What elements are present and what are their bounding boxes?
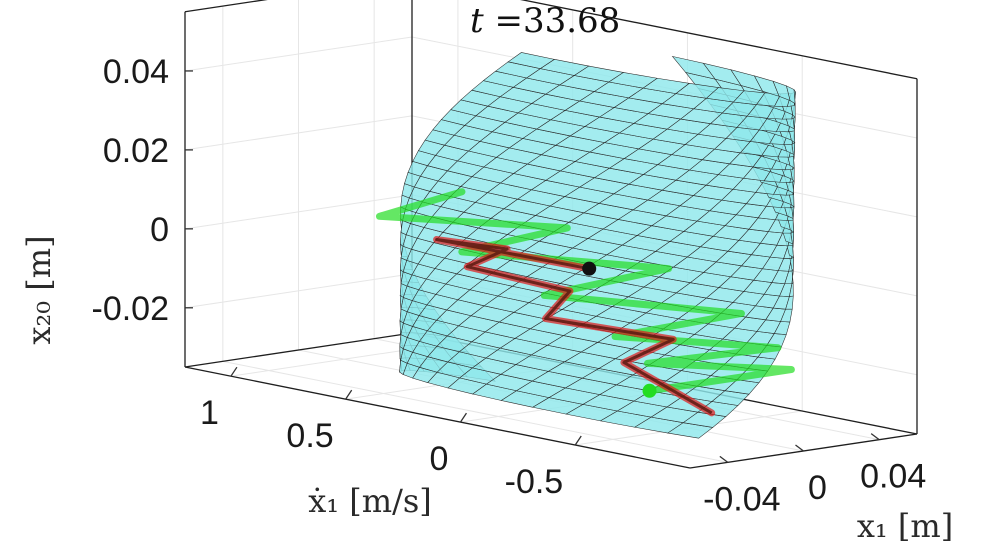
axis-edge xyxy=(184,366,691,469)
z-axis-label: x₂₀ [m] xyxy=(20,235,58,344)
x-axis-label: x₁ [m] xyxy=(857,507,953,545)
y-tick-mark xyxy=(459,412,467,423)
y-tick-mark xyxy=(574,435,582,446)
trajectory-0 xyxy=(375,188,795,395)
x-tick-label: 0 xyxy=(808,469,827,507)
trajectory-core-1 xyxy=(435,238,713,415)
y-tick-label: 0 xyxy=(430,440,449,478)
x-tick-mark xyxy=(870,433,880,441)
y-tick-mark xyxy=(345,389,353,400)
axis-edge xyxy=(519,0,918,80)
trajectory-endpoint-0 xyxy=(642,383,657,398)
z-tick-label: 0 xyxy=(150,211,169,249)
title-prefix: t = xyxy=(470,1,523,41)
z-tick-label: 0.04 xyxy=(103,53,169,91)
grid-line xyxy=(222,360,728,463)
chart-title: t =33.68 xyxy=(470,1,620,41)
surface-patch xyxy=(671,55,716,80)
title-time: 33.68 xyxy=(523,1,620,41)
trajectory-endpoint-1 xyxy=(582,261,597,276)
y-tick-label: 0.5 xyxy=(286,417,333,455)
x-tick-label: 0.04 xyxy=(860,458,926,496)
z-tick-label: 0.02 xyxy=(103,132,169,170)
y-axis-label: ẋ₁ [m/s] xyxy=(308,482,432,520)
axis-edge xyxy=(184,332,413,368)
x-tick-mark xyxy=(795,444,804,452)
y-tick-label: -0.5 xyxy=(505,463,564,501)
y-tick-label: 1 xyxy=(200,394,219,432)
axis-edge xyxy=(184,0,268,13)
z-tick-label: -0.02 xyxy=(92,290,170,328)
series-layer xyxy=(375,188,795,417)
x-tick-label: -0.04 xyxy=(703,480,781,518)
x-tick-mark xyxy=(719,455,729,463)
y-tick-mark xyxy=(230,366,238,377)
tick-layer: 0.04 0.02 0 -0.02 1 0.5 0 -0.5 -0.04 0 0.04 xyxy=(92,53,927,518)
